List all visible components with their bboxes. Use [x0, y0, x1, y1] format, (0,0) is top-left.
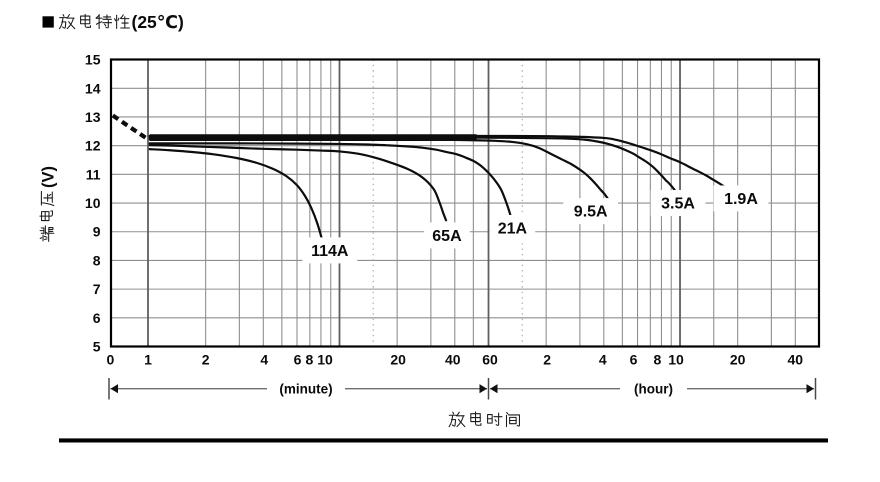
curve-label-box-1.9A — [713, 185, 769, 212]
x-tick-min-0: 0 — [106, 352, 114, 368]
curve-label-box-9.5A — [563, 198, 619, 225]
segment-label-hour: (hour) — [634, 382, 673, 397]
x-tick-hr-40: 40 — [788, 352, 804, 368]
page-title: (25℃) — [42, 12, 184, 32]
x-tick-min-40: 40 — [445, 352, 461, 368]
arrowhead-icon — [479, 384, 487, 394]
page-title-latin: (25℃) — [132, 12, 184, 32]
x-axis-title — [448, 411, 520, 428]
curve-label-box-114A — [302, 237, 358, 264]
curve-label-1.9A: 1.9A — [724, 191, 758, 208]
curve-label-65A: 65A — [432, 228, 462, 245]
x-tick-min-1: 1 — [144, 352, 152, 368]
x-tick-hr-20: 20 — [730, 352, 746, 368]
curve-label-9.5A: 9.5A — [574, 204, 608, 221]
curve-label-114A: 114A — [311, 243, 349, 260]
page-title-cjk — [58, 13, 130, 30]
curve-9.5A — [148, 138, 609, 200]
y-tick-7: 7 — [93, 281, 101, 297]
x-tick-min-6: 6 — [294, 352, 302, 368]
grid-layer — [111, 59, 819, 347]
x-tick-min-8: 8 — [306, 352, 314, 368]
time-unit-segments: (minute) (hour) — [108, 378, 817, 400]
curve-label-box-21A — [489, 215, 536, 242]
initial-drop-dashed-line — [111, 113, 147, 140]
y-axis-title-unit: (V) — [40, 166, 58, 188]
y-tick-15: 15 — [85, 52, 101, 68]
arrowhead-icon — [110, 384, 118, 394]
x-tick-hr-6: 6 — [630, 352, 638, 368]
segment-label-minute: (minute) — [279, 382, 332, 397]
curves-layer — [111, 113, 726, 262]
x-tick-hr-2: 2 — [543, 352, 551, 368]
x-tick-min-20: 20 — [390, 352, 406, 368]
y-tick-12: 12 — [85, 138, 101, 154]
y-axis-title: (V) — [39, 166, 58, 242]
curve-3.5A — [148, 136, 676, 192]
curve-114A — [148, 148, 329, 262]
y-tick-8: 8 — [93, 252, 101, 268]
y-axis-title-cjk — [39, 190, 55, 242]
x-tick-min-10: 10 — [317, 352, 333, 368]
curve-label-box-3.5A — [650, 190, 706, 217]
x-axis-title-text — [448, 411, 520, 428]
curve-labels-layer: 114A 65A 21A 9.5A 3.5A 1.9A — [302, 185, 769, 264]
plot-border — [109, 58, 821, 348]
y-tick-13: 13 — [85, 109, 101, 125]
arrowhead-icon — [490, 384, 498, 394]
x-tick-hr-8: 8 — [654, 352, 662, 368]
arrowhead-icon — [806, 384, 814, 394]
x-tick-min-60: 60 — [482, 352, 498, 368]
y-tick-6: 6 — [93, 310, 101, 326]
curve-label-3.5A: 3.5A — [661, 196, 695, 213]
curve-65A — [148, 143, 448, 222]
y-tick-5: 5 — [93, 339, 101, 355]
x-tick-hr-4: 4 — [599, 352, 607, 368]
x-tick-min-4: 4 — [260, 352, 268, 368]
y-tick-14: 14 — [85, 80, 101, 96]
x-tick-min-2: 2 — [202, 352, 210, 368]
y-tick-9: 9 — [93, 224, 101, 240]
bottom-rule — [59, 438, 828, 443]
title-bullet-icon — [42, 16, 54, 28]
curve-21A — [148, 142, 514, 223]
curve-label-21A: 21A — [498, 221, 528, 238]
curve-1.9A — [148, 134, 726, 188]
y-tick-11: 11 — [86, 166, 101, 182]
y-tick-10: 10 — [85, 195, 101, 211]
curve-label-box-65A — [424, 222, 470, 249]
x-tick-hr-10: 10 — [668, 352, 684, 368]
